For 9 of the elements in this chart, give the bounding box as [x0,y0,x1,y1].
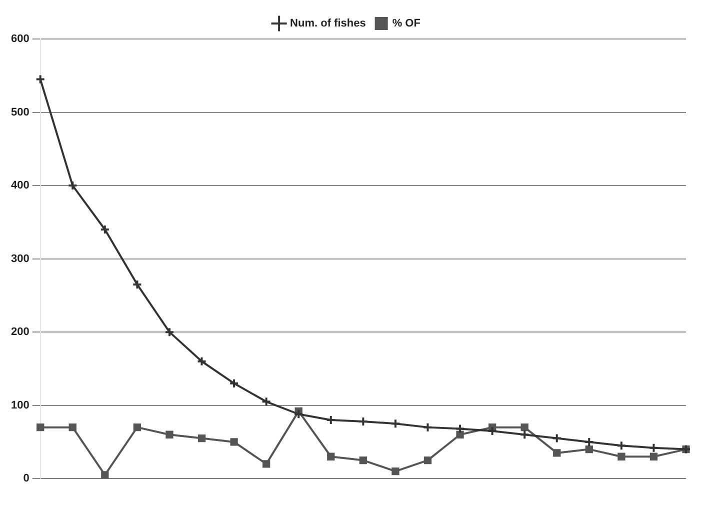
y-tick-label: 0 [23,472,30,485]
y-tick-label: 200 [10,326,30,338]
y-tick-label: 600 [10,33,30,46]
legend-label: % OF [392,18,421,30]
y-tick-label: 300 [10,252,30,265]
y-tick-label: 400 [10,180,30,192]
y-tick-label: 100 [10,399,30,412]
y-tick-label: 500 [10,106,30,118]
legend-label: Num. of fishes [290,18,366,30]
